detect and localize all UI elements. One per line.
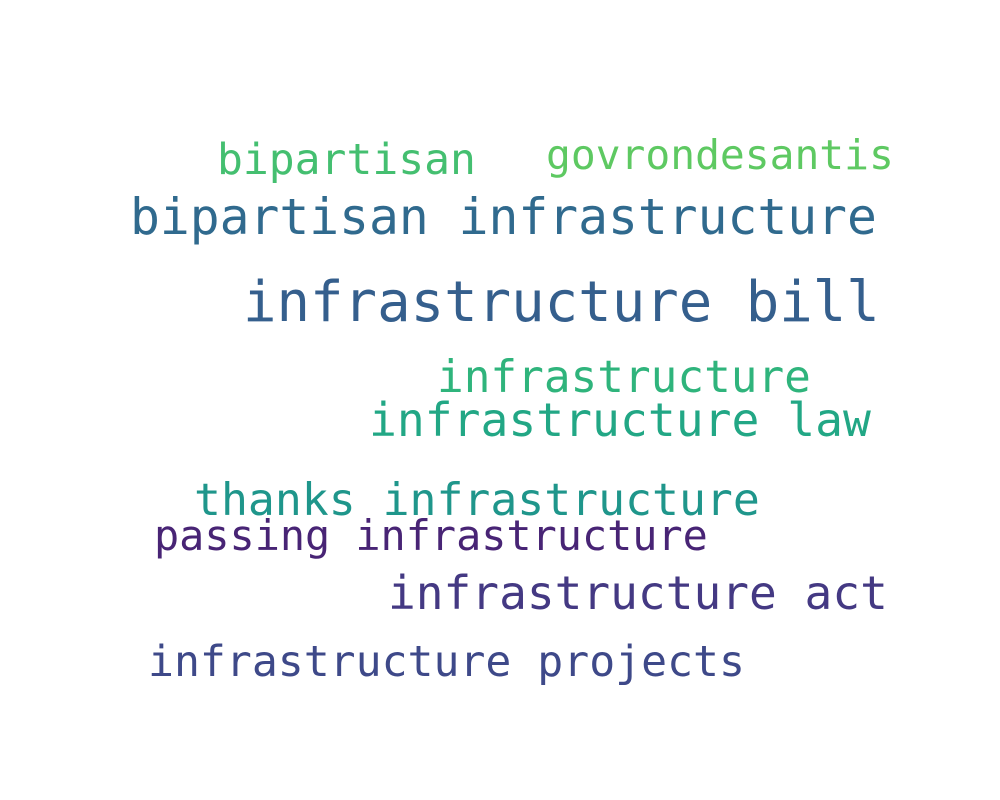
word-thanks-infrastructure: thanks infrastructure [194,473,760,527]
word-bipartisan-infrastructure: bipartisan infrastructure [130,188,877,247]
word-passing-infrastructure: passing infrastructure [154,510,708,560]
word-infrastructure-projects: infrastructure projects [148,637,745,688]
word-govrondesantis: govrondesantis [546,130,894,179]
word-infrastructure: infrastructure [437,352,811,404]
word-infrastructure-bill: infrastructure bill [243,270,880,336]
word-bipartisan: bipartisan [217,135,476,186]
word-infrastructure-law: infrastructure law [369,392,871,447]
word-infrastructure-act: infrastructure act [388,566,888,621]
